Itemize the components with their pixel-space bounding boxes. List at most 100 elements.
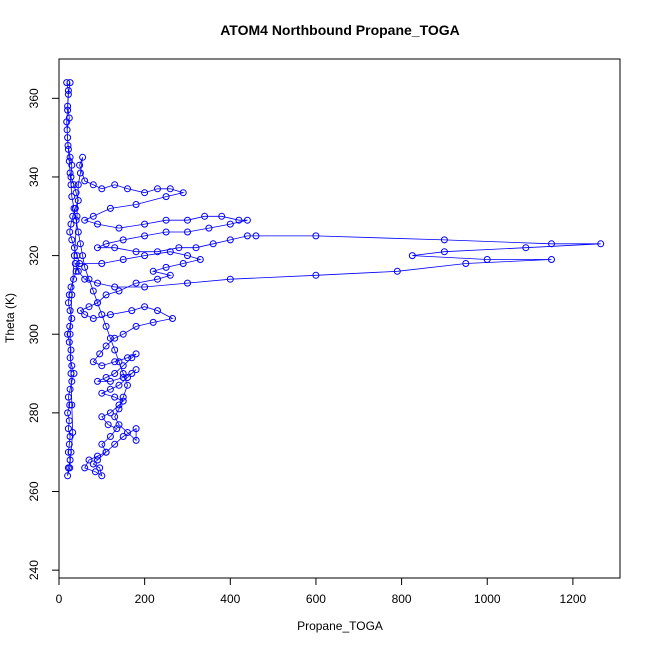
data-point xyxy=(141,252,149,260)
data-point xyxy=(94,452,101,460)
data-point xyxy=(69,212,77,220)
data-point xyxy=(94,377,101,385)
data-point xyxy=(81,275,89,283)
data-point xyxy=(85,275,93,283)
data-point xyxy=(98,413,106,421)
data-point xyxy=(111,334,119,342)
data-point xyxy=(67,346,75,354)
data-point xyxy=(597,240,605,248)
data-point xyxy=(68,362,76,370)
x-axis: 0 200 400 600 800 1000 1200 xyxy=(56,577,587,606)
data-point xyxy=(141,283,149,291)
data-point xyxy=(64,472,72,480)
data-point xyxy=(63,79,71,87)
y-tick-label: 280 xyxy=(27,403,41,423)
data-point xyxy=(74,181,82,189)
data-point xyxy=(74,267,82,275)
data-point xyxy=(64,145,72,153)
data-point xyxy=(119,362,127,370)
data-point xyxy=(119,256,127,263)
data-point xyxy=(68,401,76,409)
data-point xyxy=(111,440,119,448)
data-point xyxy=(462,260,470,267)
data-point xyxy=(106,311,114,319)
y-tick-label: 340 xyxy=(27,167,41,187)
data-point xyxy=(119,330,127,338)
data-point xyxy=(81,177,89,185)
data-point xyxy=(81,464,89,472)
data-point xyxy=(124,429,131,436)
data-point xyxy=(154,248,161,256)
data-point xyxy=(169,315,176,322)
data-point xyxy=(312,271,320,279)
data-point xyxy=(102,291,110,299)
chart-title: ATOM4 Northbound Propane_TOGA xyxy=(220,22,460,38)
data-point xyxy=(115,224,123,232)
data-point xyxy=(115,381,123,389)
data-point xyxy=(64,330,72,338)
data-point xyxy=(64,87,72,94)
data-point xyxy=(166,271,174,279)
x-tick-label: 800 xyxy=(392,592,412,606)
data-point xyxy=(64,299,72,307)
data-point xyxy=(548,256,555,263)
data-point xyxy=(192,244,200,252)
data-point xyxy=(184,252,191,260)
x-tick-label: 200 xyxy=(135,592,155,606)
data-point xyxy=(119,433,127,440)
data-point xyxy=(226,220,234,228)
x-axis-label: Propane_TOGA xyxy=(297,619,383,633)
data-point xyxy=(128,307,136,315)
data-point xyxy=(132,322,140,330)
data-point xyxy=(94,279,101,287)
data-point xyxy=(81,311,89,319)
data-point xyxy=(72,189,80,197)
data-point xyxy=(66,401,74,409)
data-point xyxy=(94,244,101,252)
data-point xyxy=(115,421,123,429)
data-point xyxy=(115,358,123,366)
data-point xyxy=(235,216,243,224)
data-point xyxy=(85,303,93,311)
data-point xyxy=(68,377,76,385)
data-point xyxy=(89,212,97,220)
data-point xyxy=(111,346,119,354)
data-point xyxy=(64,106,72,114)
data-point xyxy=(63,126,71,134)
data-point xyxy=(205,224,213,232)
data-point xyxy=(115,405,123,413)
data-point xyxy=(85,456,93,464)
data-point xyxy=(89,181,97,189)
data-point xyxy=(66,354,74,362)
data-point xyxy=(483,256,491,263)
data-point xyxy=(65,440,73,448)
data-point xyxy=(64,448,72,456)
data-point xyxy=(70,181,78,189)
data-point xyxy=(184,216,191,224)
y-tick-label: 300 xyxy=(27,324,41,344)
data-point xyxy=(111,283,119,291)
data-point xyxy=(72,267,80,275)
data-point xyxy=(162,263,170,271)
data-point xyxy=(209,240,217,248)
data-point xyxy=(132,366,140,374)
data-point xyxy=(98,362,106,370)
data-point xyxy=(132,350,140,358)
data-point xyxy=(548,240,555,248)
data-point xyxy=(79,153,87,161)
data-point xyxy=(66,322,74,330)
data-point xyxy=(66,330,74,338)
data-point xyxy=(94,299,101,307)
data-point xyxy=(96,350,104,358)
y-tick-label: 260 xyxy=(27,481,41,501)
data-point xyxy=(68,315,76,322)
data-point xyxy=(66,153,74,161)
data-point xyxy=(440,248,448,256)
data-point xyxy=(102,322,110,330)
data-point xyxy=(166,185,174,193)
data-point xyxy=(128,354,136,362)
data-point xyxy=(73,212,81,220)
data-point xyxy=(132,279,140,287)
data-point xyxy=(175,244,183,252)
